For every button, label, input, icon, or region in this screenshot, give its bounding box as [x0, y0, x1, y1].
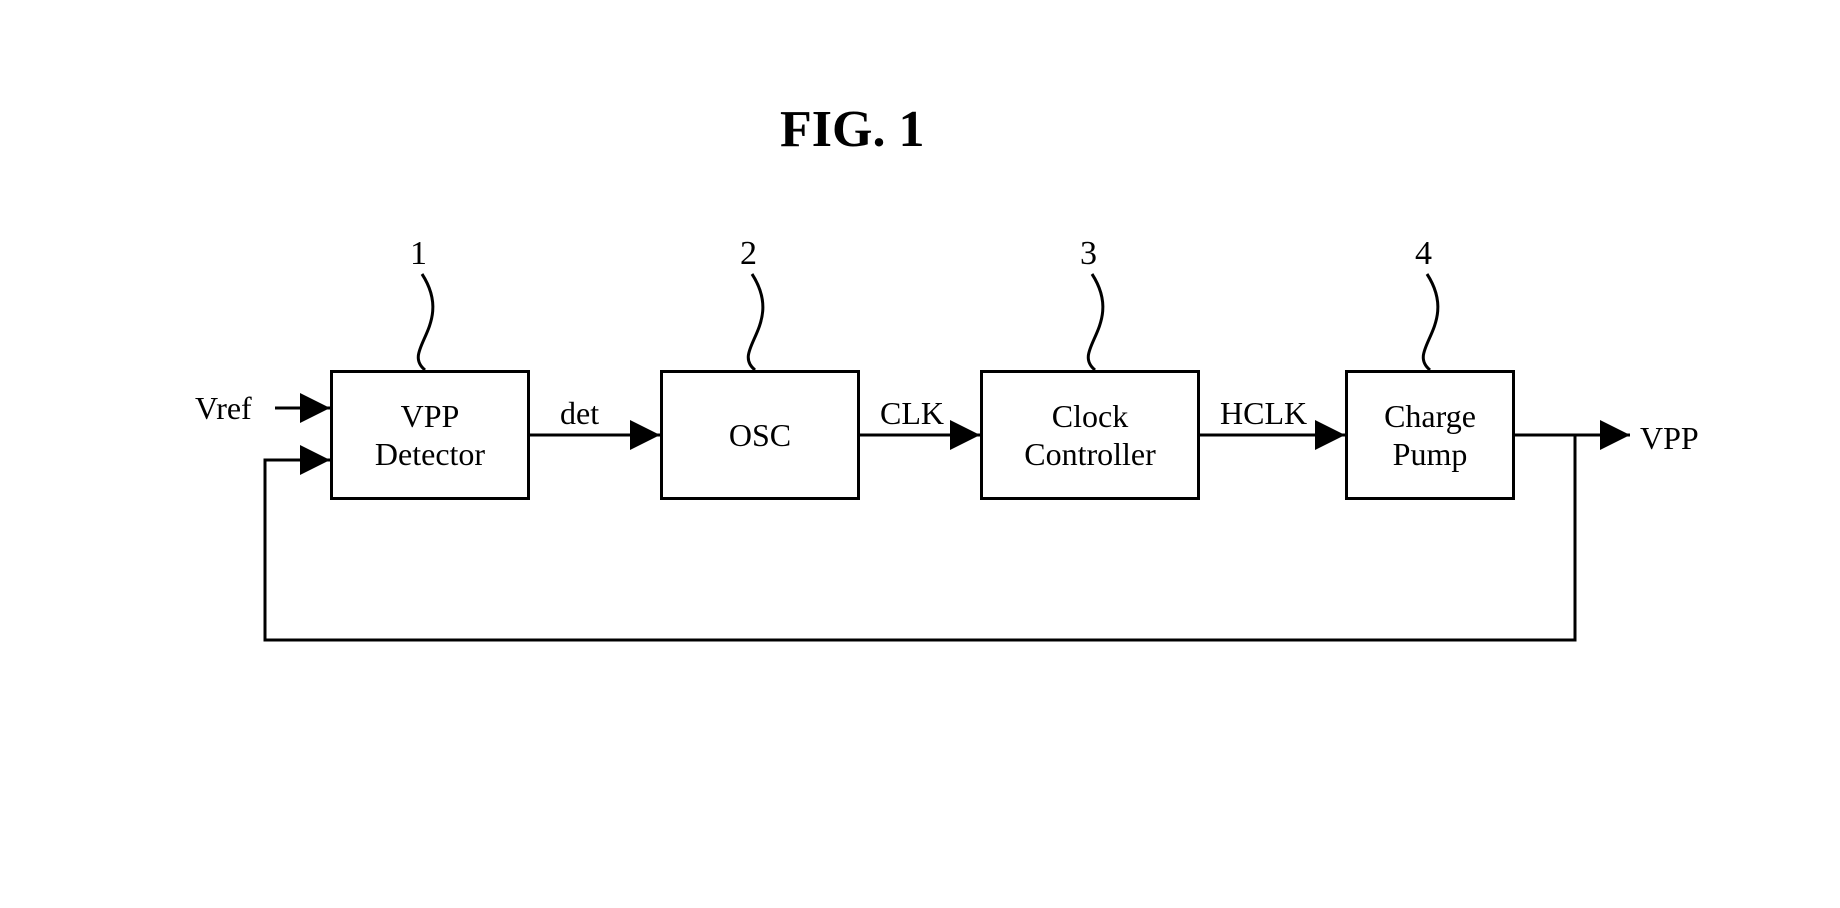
ref-num-charge-pump: 4: [1415, 235, 1432, 273]
signal-label-2: CLK: [880, 395, 944, 432]
block-label-clock-controller: ClockController: [1024, 397, 1156, 474]
figure-title: FIG. 1: [780, 100, 924, 159]
block-vpp-detector: VPPDetector: [330, 370, 530, 500]
block-label-osc: OSC: [729, 416, 791, 454]
squiggle-1: [748, 274, 763, 370]
signal-label-3: HCLK: [1220, 395, 1307, 432]
signal-label-0: Vref: [195, 390, 252, 427]
block-osc: OSC: [660, 370, 860, 500]
squiggle-0: [418, 274, 433, 370]
squiggle-3: [1423, 274, 1438, 370]
signal-label-1: det: [560, 395, 599, 432]
block-charge-pump: ChargePump: [1345, 370, 1515, 500]
block-label-vpp-detector: VPPDetector: [375, 397, 485, 474]
block-label-charge-pump: ChargePump: [1384, 397, 1476, 474]
ref-num-osc: 2: [740, 235, 757, 273]
block-clock-controller: ClockController: [980, 370, 1200, 500]
squiggle-2: [1088, 274, 1103, 370]
signal-label-4: VPP: [1640, 420, 1699, 457]
ref-num-clock-controller: 3: [1080, 235, 1097, 273]
ref-num-vpp-detector: 1: [410, 235, 427, 273]
